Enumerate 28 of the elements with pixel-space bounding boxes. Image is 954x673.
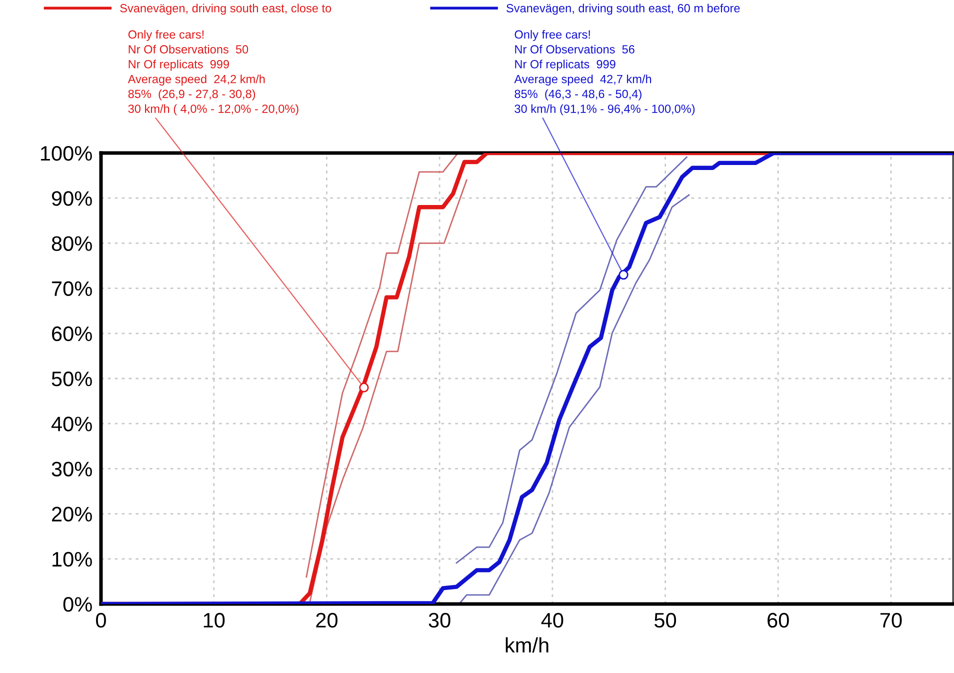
y-tick-label: 0% [63,597,92,612]
x-axis-title: km/h [506,637,548,653]
text: Svanevägen, driving south east, 60 m before [506,4,740,15]
x-tick-label: 0 [96,612,106,628]
annotation: Only free cars! Nr Of Observations 50 Nr Of replicats 999 Average speed 24,2 km/h 85% (26,9 - 27,8 - 30,8) 30 km/h ( 4,0% - 12,0% - 20,0%) [128,30,298,116]
line-series [459,194,690,604]
y-tick-label: 100% [40,146,92,161]
y-tick-label: 60% [52,326,92,342]
y-tick-label: 90% [52,191,92,206]
annotation: Only free cars! Nr Of Observations 56 Nr Of replicats 999 Average speed 42,7 km/h 85% (46,3 - 48,6 - 50,4) 30 km/h (91,1% - 96,4% - 100,0%) [514,30,695,116]
y-tick-label: 20% [52,506,92,522]
y-tick-label: 80% [52,236,92,251]
y-tick-label: 50% [52,372,92,386]
x-tick-label: 30 [428,612,450,628]
x-tick-label: 20 [316,612,338,628]
y-tick-label: 70% [52,281,92,296]
line-series [309,179,468,603]
line-series [306,154,458,578]
y-tick-label: 40% [51,416,92,432]
y-tick-label: 10% [52,552,92,567]
x-tick-label: 60 [768,612,789,628]
y-tick-label: 30% [52,462,92,476]
x-tick-label: 50 [654,612,676,628]
x-tick-label: 10 [204,612,225,628]
x-tick-label: 70 [880,612,902,628]
x-tick-label: 40 [541,612,564,628]
line-series [456,156,688,564]
text: Svanevägen, driving south east, close to [120,4,332,15]
